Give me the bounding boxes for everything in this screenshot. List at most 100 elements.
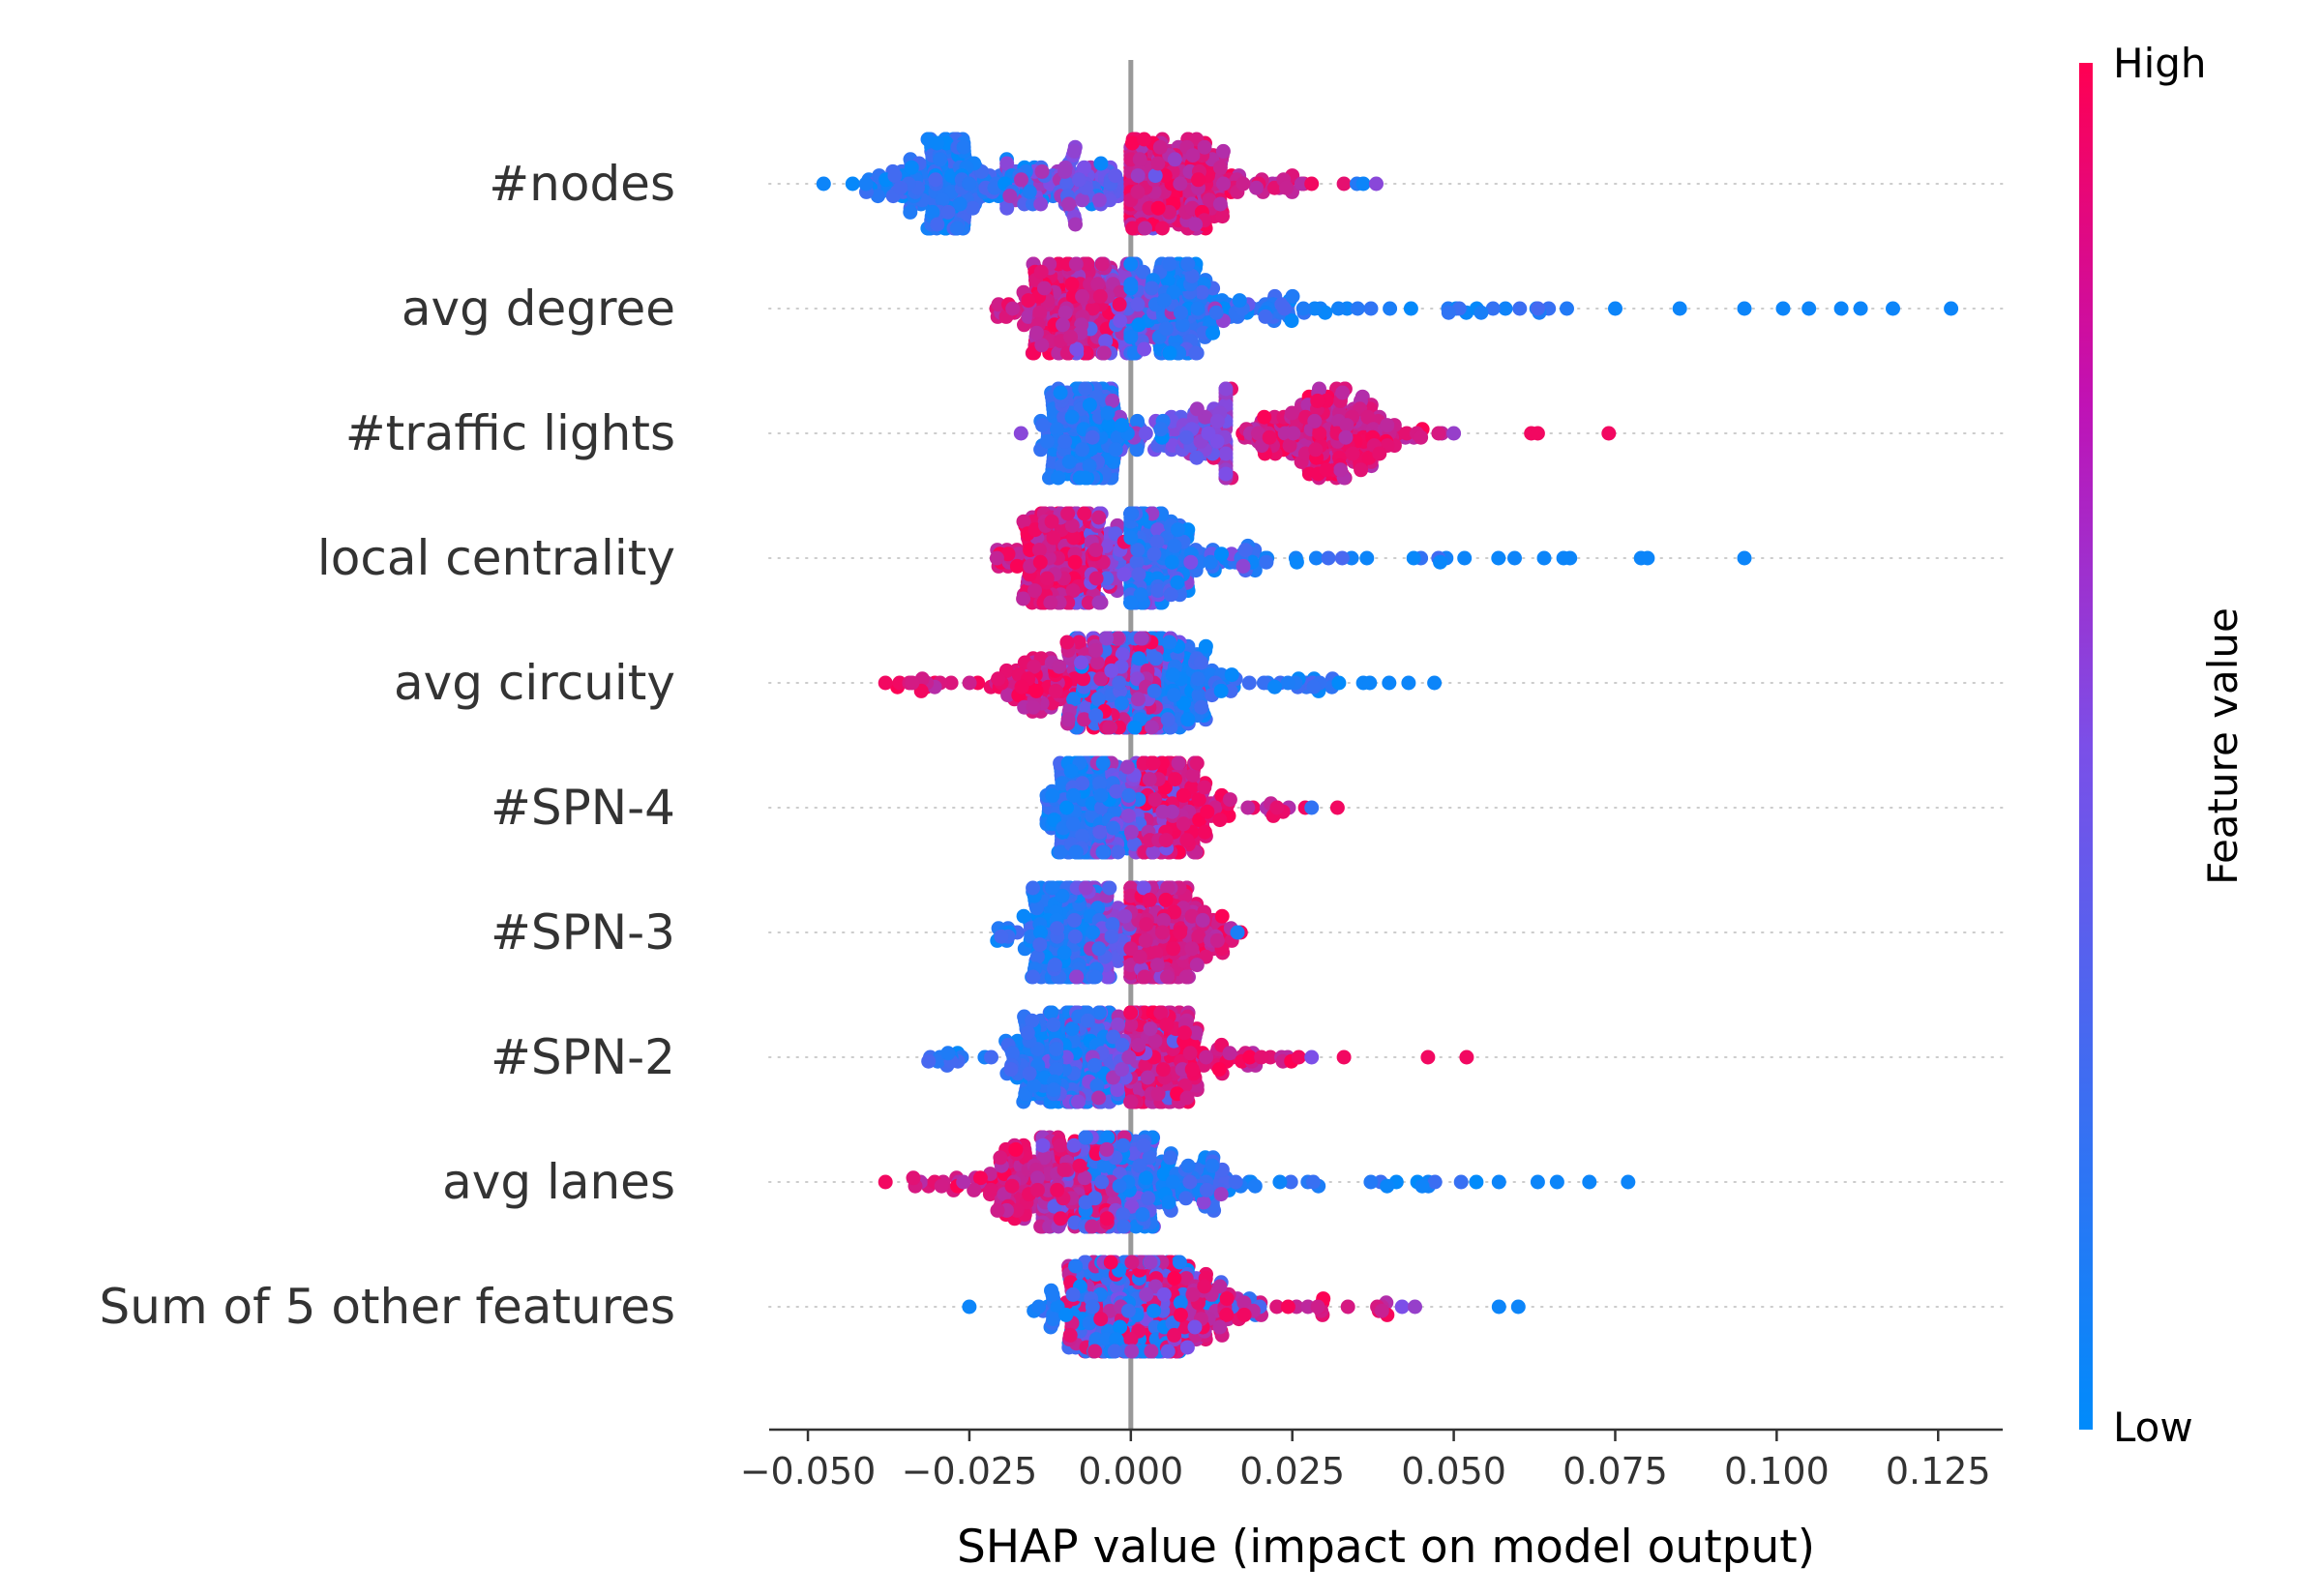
shap-point — [1029, 901, 1044, 916]
shap-point — [1202, 192, 1217, 208]
shap-point — [1050, 422, 1064, 437]
shap-point — [1057, 433, 1073, 449]
shap-point — [1137, 132, 1152, 147]
shap-point — [1123, 530, 1139, 546]
shap-point — [1168, 772, 1182, 787]
shap-point — [1077, 712, 1091, 727]
shap-point — [1005, 301, 1021, 316]
shap-point — [903, 204, 918, 220]
shap-point — [816, 176, 831, 192]
shap-point — [1124, 135, 1140, 151]
shap-point — [1089, 655, 1105, 670]
shap-point — [1016, 514, 1031, 529]
shap-point — [1063, 763, 1079, 779]
shap-point — [1120, 808, 1136, 823]
shap-point — [1110, 631, 1125, 646]
shap-point — [1383, 301, 1398, 316]
shap-point — [1130, 413, 1145, 429]
shap-point — [1060, 506, 1076, 521]
shap-point — [1218, 381, 1234, 397]
shap-point — [1092, 824, 1108, 840]
shap-point — [1194, 699, 1209, 715]
shap-point — [1191, 172, 1206, 188]
shap-point — [1075, 828, 1090, 843]
shap-point — [1014, 172, 1028, 188]
shap-point — [1282, 438, 1297, 454]
shap-point — [1339, 418, 1354, 433]
shap-point — [1531, 301, 1545, 316]
shap-point — [1178, 429, 1194, 445]
shap-point — [1029, 325, 1044, 340]
shap-point — [1189, 958, 1205, 973]
shap-point — [1284, 313, 1299, 329]
shap-point — [1099, 571, 1115, 586]
shap-point — [1046, 530, 1061, 546]
shap-point — [1285, 288, 1300, 304]
shap-point — [1155, 804, 1171, 819]
shap-outlier-point — [1304, 800, 1320, 815]
shap-point — [1137, 969, 1152, 985]
shap-outlier-point — [1336, 176, 1352, 192]
shap-point — [1123, 824, 1139, 840]
shap-point — [1069, 341, 1085, 357]
shap-point — [1112, 675, 1127, 691]
shap-outlier-point — [1601, 426, 1617, 441]
shap-point — [1334, 550, 1350, 566]
shap-point — [1158, 833, 1174, 848]
shap-point — [1087, 969, 1103, 985]
shap-point — [1099, 631, 1115, 646]
shap-point — [962, 176, 977, 192]
shap-point — [905, 675, 920, 691]
shap-point — [1180, 256, 1196, 272]
shap-point — [1214, 908, 1230, 924]
shap-outlier-point — [1329, 800, 1345, 815]
shap-point — [1235, 558, 1251, 574]
shap-point — [1091, 192, 1107, 208]
shap-point — [1176, 695, 1191, 711]
shap-point — [1123, 1017, 1139, 1032]
shap-point — [1131, 567, 1146, 582]
shap-point — [928, 172, 943, 188]
shap-point — [1160, 880, 1176, 896]
shap-point — [1198, 638, 1213, 654]
shap-point — [1146, 547, 1162, 562]
shap-point — [1130, 543, 1146, 558]
shap-point — [940, 204, 956, 220]
shap-point — [1055, 888, 1070, 903]
shap-point — [1123, 256, 1139, 272]
shap-point — [1171, 755, 1186, 771]
shap-point — [999, 200, 1015, 216]
shap-point — [1066, 692, 1081, 707]
shap-point — [1039, 433, 1055, 449]
shap-point — [1057, 305, 1073, 320]
shap-point — [1335, 385, 1351, 400]
shap-point — [1047, 958, 1062, 973]
shap-point — [1191, 929, 1206, 944]
shap-point — [1188, 345, 1204, 361]
shap-point — [1431, 426, 1446, 441]
shap-point — [1044, 514, 1059, 529]
shap-point — [984, 1049, 998, 1065]
shap-point — [1350, 301, 1365, 316]
shap-point — [1093, 156, 1109, 171]
shap-point — [1053, 385, 1068, 400]
shap-point — [1152, 139, 1168, 155]
shap-point — [1057, 945, 1072, 961]
shap-point — [1171, 522, 1185, 538]
shap-point — [1399, 426, 1414, 441]
shap-point — [1166, 941, 1181, 957]
shap-point — [1184, 941, 1200, 957]
shap-point — [1071, 172, 1087, 188]
shap-point — [1312, 381, 1326, 397]
shap-point — [1190, 301, 1206, 316]
shap-point — [1173, 176, 1188, 192]
shap-point — [1105, 917, 1120, 932]
shap-point — [1240, 800, 1256, 815]
shap-point — [1068, 256, 1084, 272]
shap-point — [1142, 772, 1157, 787]
shap-point — [1131, 651, 1146, 666]
shap-point — [1191, 792, 1206, 808]
shap-point — [1212, 160, 1228, 175]
shap-outlier-point — [1362, 675, 1378, 691]
shap-point — [1147, 792, 1163, 808]
